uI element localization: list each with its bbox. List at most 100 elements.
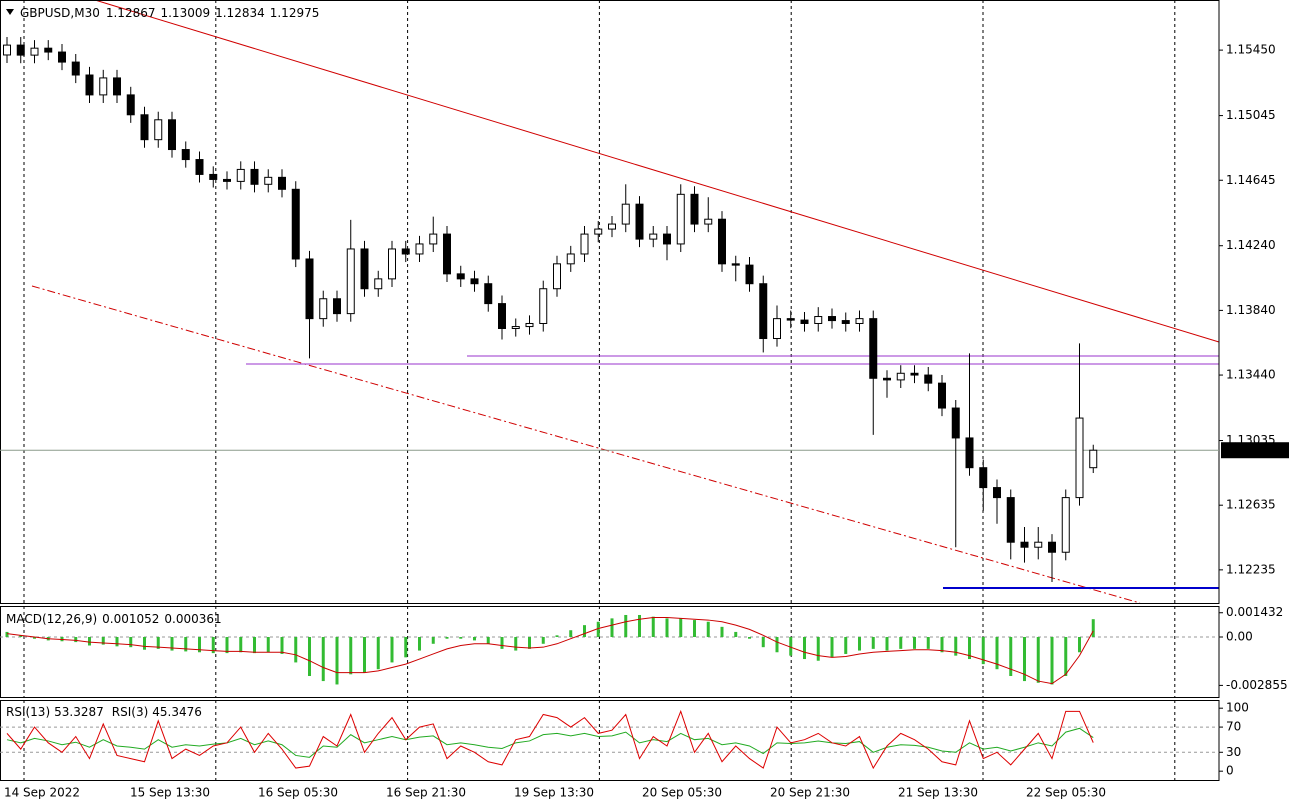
y-tick-label: 1.14645 [1226,173,1276,187]
candle-body [140,114,149,141]
candle-body [676,193,685,245]
panel-frame [0,0,1220,604]
candle-body [855,318,864,324]
candle-body [965,437,974,469]
candle-body [759,283,768,340]
y-tick-label: 0 [1226,764,1234,778]
candle-body [594,228,603,235]
candle-body [99,77,108,96]
panel-frame [0,700,1220,781]
candle-body [319,298,328,320]
candle-body [223,178,231,182]
y-tick-label: 1.13840 [1226,303,1276,317]
macd-header: MACD(12,26,9) 0.001052 0.000361 [6,612,222,626]
candle-body [718,218,726,265]
candle-body [938,382,946,409]
panel-frame [0,606,1220,698]
candle-body [484,283,493,305]
candle-body [621,203,630,225]
candle-body [3,44,11,56]
candle-body [333,298,341,315]
x-tick-label: 16 Sep 05:30 [258,786,338,800]
candle-body [841,320,850,324]
candle-body [71,61,80,76]
candle-body [731,263,740,266]
candle-body [773,318,781,340]
candle-body [1020,541,1029,548]
candle-body [429,233,438,245]
candle-body [993,487,1001,499]
y-tick-label: 1.13440 [1226,368,1276,382]
candle-body [209,173,218,180]
rsi-header: RSI(13) 53.3287 RSI(3) 45.3476 [6,705,202,719]
y-tick-label: 1.15450 [1226,43,1276,57]
candle-body [1006,497,1015,543]
candle-body [346,248,355,315]
candle-body [415,243,424,255]
low: 1.12834 [215,6,265,20]
close: 1.12975 [270,6,320,20]
x-tick-label: 19 Sep 13:30 [514,786,594,800]
candle-body [443,233,451,275]
macd-value: 0.001052 [102,612,159,626]
candle-body [1075,417,1084,499]
candle-body [1048,541,1056,553]
candle-body [168,119,176,151]
candle-body [470,278,479,285]
candle-body [498,303,506,329]
time-grid [23,0,1176,780]
x-tick-label: 22 Sep 05:30 [1026,786,1106,800]
y-tick-label: 30 [1226,745,1241,759]
y-tick-label: 1.12235 [1226,562,1276,576]
candle-body [525,322,534,328]
candle-body [814,316,823,324]
candle-body [250,168,259,185]
x-tick-label: 16 Sep 21:30 [386,786,466,800]
candle-body [1034,541,1043,548]
menu-arrow [6,9,14,15]
candle-body [44,47,53,53]
y-tick-label: -0.002855 [1226,678,1288,692]
candle-body [828,316,836,322]
candle-body [58,51,66,63]
candle-body [85,74,94,96]
candle-body [553,263,561,290]
symbol-header: GBPUSD,M30 1.12867 1.13009 1.12834 1.12975 [20,6,319,20]
x-tick-label: 14 Sep 2022 [4,786,80,800]
candle-body [305,258,314,320]
rsi-name: RSI(13) [6,705,50,719]
candle-body [800,319,809,324]
candle-body [608,223,616,230]
y-tick-label: 1.15045 [1226,108,1276,122]
candle-body [401,248,410,255]
y-tick-label: 70 [1226,720,1241,734]
trend-line [94,0,1220,343]
candle-body [566,253,575,265]
y-tick-label: 0.001432 [1226,605,1283,619]
x-tick-label: 20 Sep 21:30 [770,786,850,800]
candle-body [1061,497,1070,553]
candle-body [181,149,190,161]
candle-body [113,77,121,96]
price-box [1221,442,1289,459]
macd-title: MACD(12,26,9) [6,612,97,626]
rsi-value: 53.3287 [54,705,104,719]
rsi-name: RSI(3) [112,705,149,719]
candle-body [786,318,795,321]
candle-body [539,288,548,324]
candle-body [16,44,25,56]
candle-body [663,233,671,245]
candle-body [635,203,644,240]
candle-body [291,188,300,260]
signal-value: 0.000361 [164,612,221,626]
x-tick-label: 20 Sep 05:30 [642,786,722,800]
y-tick-label: 1.14240 [1226,238,1276,252]
candle-body [195,159,204,175]
candle-body [511,326,520,329]
y-tick-label: 0.00 [1226,630,1253,644]
candle-body [388,248,396,280]
candle-body [264,176,273,185]
candle-body [154,119,163,141]
